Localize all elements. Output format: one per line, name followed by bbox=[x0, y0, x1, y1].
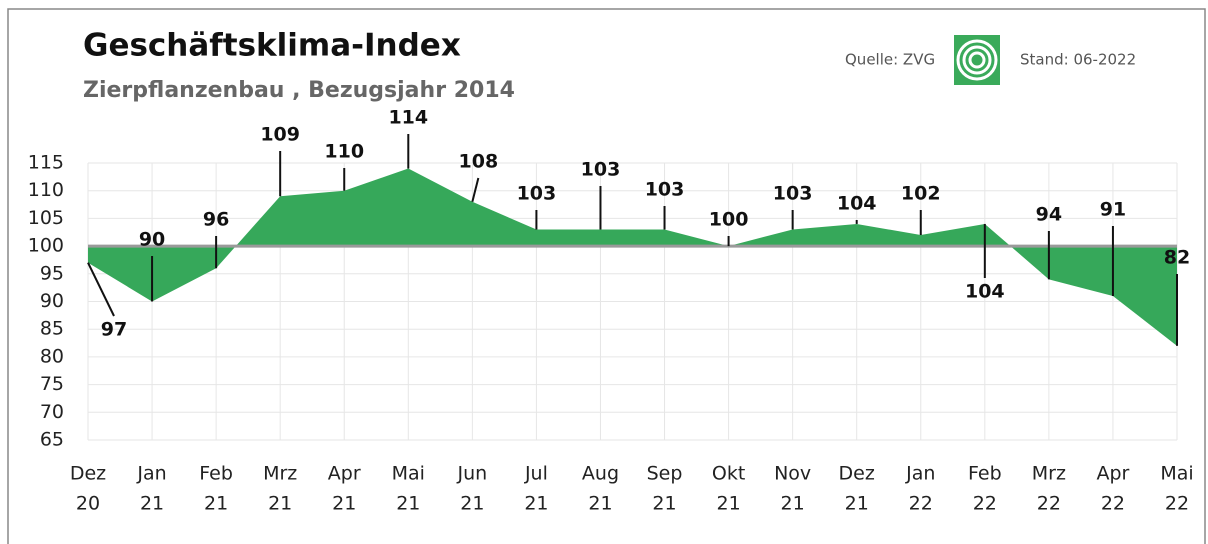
x-tick-label: Mrz bbox=[1032, 463, 1066, 485]
x-tick-label: Feb bbox=[199, 463, 233, 485]
data-label: 90 bbox=[139, 229, 165, 251]
leader-line bbox=[87, 262, 115, 317]
data-label: 97 bbox=[101, 319, 127, 341]
x-tick-label: 22 bbox=[909, 493, 933, 515]
x-tick-label: Jan bbox=[136, 463, 166, 485]
y-tick-label: 70 bbox=[40, 401, 64, 423]
x-tick-label: Jul bbox=[524, 463, 548, 485]
data-label: 104 bbox=[965, 281, 1005, 303]
x-tick-label: Dez bbox=[839, 463, 875, 485]
x-tick-label: 22 bbox=[1165, 493, 1189, 515]
x-tick-label: Mai bbox=[1160, 463, 1193, 485]
data-label: 104 bbox=[837, 193, 877, 215]
x-tick-label: Jun bbox=[457, 463, 488, 485]
data-label: 91 bbox=[1100, 199, 1126, 221]
y-tick-label: 115 bbox=[28, 152, 64, 174]
data-label: 94 bbox=[1036, 204, 1062, 226]
logo bbox=[954, 35, 1000, 85]
data-label: 108 bbox=[459, 151, 499, 173]
data-label: 103 bbox=[517, 183, 557, 205]
data-label: 100 bbox=[709, 209, 749, 231]
x-tick-label: Sep bbox=[647, 463, 683, 485]
y-tick-label: 90 bbox=[40, 290, 64, 312]
data-label: 82 bbox=[1164, 247, 1190, 269]
chart-title: Geschäftsklima-Index bbox=[83, 28, 461, 64]
x-tick-label: Feb bbox=[968, 463, 1002, 485]
data-label: 110 bbox=[324, 141, 364, 163]
x-tick-label: Jan bbox=[905, 463, 935, 485]
source: Quelle: ZVG bbox=[845, 51, 935, 69]
y-tick-label: 105 bbox=[28, 207, 64, 229]
x-tick-label: Nov bbox=[774, 463, 811, 485]
data-label: 114 bbox=[388, 107, 428, 129]
x-tick-label: 21 bbox=[460, 493, 484, 515]
x-tick-label: 22 bbox=[973, 493, 997, 515]
y-tick-label: 80 bbox=[40, 345, 64, 367]
y-tick-label: 85 bbox=[40, 318, 64, 340]
y-tick-label: 110 bbox=[28, 179, 64, 201]
data-label: 103 bbox=[645, 179, 685, 201]
area bbox=[88, 168, 1177, 346]
chart-subtitle: Zierpflanzenbau , Bezugsjahr 2014 bbox=[83, 78, 515, 103]
x-tick-label: Mai bbox=[392, 463, 425, 485]
y-tick-label: 100 bbox=[28, 235, 64, 257]
x-tick-label: Dez bbox=[70, 463, 106, 485]
data-label: 103 bbox=[773, 183, 813, 205]
x-tick-label: 21 bbox=[781, 493, 805, 515]
x-tick-label: 21 bbox=[716, 493, 740, 515]
x-tick-label: 20 bbox=[76, 493, 100, 515]
x-tick-label: 21 bbox=[204, 493, 228, 515]
x-tick-label: Apr bbox=[328, 463, 361, 485]
data-label: 102 bbox=[901, 183, 941, 205]
x-tick-label: 21 bbox=[140, 493, 164, 515]
date: Stand: 06-2022 bbox=[1020, 51, 1136, 69]
x-tick-label: Aug bbox=[582, 463, 619, 485]
x-tick-label: 21 bbox=[332, 493, 356, 515]
y-tick-label: 75 bbox=[40, 373, 64, 395]
x-tick-label: 21 bbox=[268, 493, 292, 515]
x-tick-label: 21 bbox=[588, 493, 612, 515]
y-tick-label: 95 bbox=[40, 262, 64, 284]
y-tick-label: 65 bbox=[40, 429, 64, 451]
data-label: 109 bbox=[260, 124, 300, 146]
frame bbox=[7, 8, 1206, 544]
x-tick-label: 22 bbox=[1037, 493, 1061, 515]
x-tick-label: 21 bbox=[524, 493, 548, 515]
data-label: 96 bbox=[203, 209, 229, 231]
x-tick-label: Mrz bbox=[263, 463, 297, 485]
x-tick-label: Apr bbox=[1097, 463, 1130, 485]
x-tick-label: 21 bbox=[845, 493, 869, 515]
x-tick-label: 22 bbox=[1101, 493, 1125, 515]
data-label: 103 bbox=[581, 159, 621, 181]
x-tick-label: 21 bbox=[396, 493, 420, 515]
x-tick-label: 21 bbox=[652, 493, 676, 515]
leader-line bbox=[471, 177, 480, 203]
x-tick-label: Okt bbox=[712, 463, 745, 485]
